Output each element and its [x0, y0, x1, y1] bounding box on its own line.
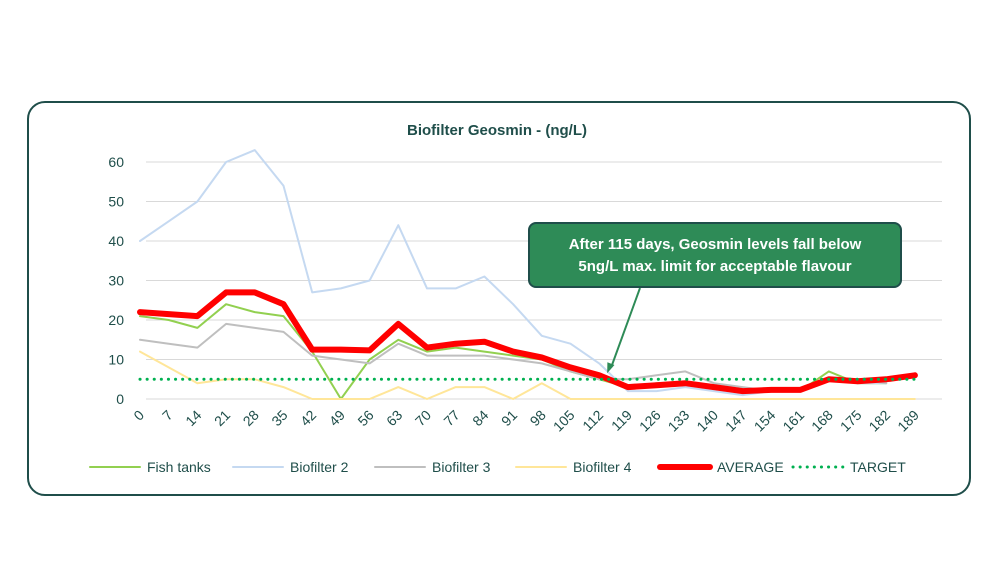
x-tick-label: 133 [665, 407, 693, 435]
callout-pointer-line [611, 288, 640, 367]
y-tick-label: 0 [116, 391, 124, 407]
x-tick-label: 49 [326, 407, 348, 429]
x-tick-label: 56 [354, 407, 376, 429]
callout-pointer [607, 288, 640, 373]
x-tick-label: 35 [268, 407, 290, 429]
legend-label: AVERAGE [717, 459, 784, 475]
x-tick-label: 42 [297, 407, 319, 429]
x-tick-label: 112 [579, 407, 606, 434]
x-tick-label: 98 [527, 407, 549, 429]
y-tick-label: 50 [108, 194, 124, 210]
x-tick-label: 7 [159, 407, 176, 424]
legend: Fish tanks Biofilter 2 Biofilter 3 Biofilte… [90, 459, 906, 475]
x-tick-label: 28 [240, 407, 262, 429]
x-tick-label: 91 [498, 407, 520, 429]
annotation-line-2: 5ng/L max. limit for acceptable flavour [530, 256, 900, 278]
x-tick-label: 105 [550, 407, 578, 435]
legend-label: Biofilter 4 [573, 459, 632, 475]
legend-label: TARGET [850, 459, 906, 475]
x-axis-ticks: 0 7 14 21 28 35 42 49 56 63 70 77 84 91 98 105 112 119 126… [130, 407, 922, 435]
legend-label: Fish tanks [147, 459, 211, 475]
x-tick-label: 154 [751, 407, 779, 435]
y-axis-ticks: 0 10 20 30 40 50 60 [108, 154, 124, 407]
x-tick-label: 140 [693, 407, 721, 435]
x-tick-label: 161 [779, 407, 807, 435]
annotation-callout: After 115 days, Geosmin levels fall belo… [528, 222, 902, 288]
x-tick-label: 0 [130, 407, 147, 424]
series-line-average [140, 292, 915, 391]
x-tick-label: 63 [383, 407, 405, 429]
y-tick-label: 30 [108, 273, 124, 289]
legend-label: Biofilter 3 [432, 459, 491, 475]
x-tick-label: 168 [808, 407, 836, 435]
x-tick-label: 84 [469, 407, 491, 429]
y-tick-label: 40 [108, 233, 124, 249]
x-tick-label: 126 [636, 407, 664, 435]
x-tick-label: 21 [211, 407, 233, 429]
x-tick-label: 147 [722, 407, 750, 435]
x-tick-label: 175 [837, 407, 865, 435]
y-tick-label: 60 [108, 154, 124, 170]
x-tick-label: 14 [182, 407, 204, 429]
x-tick-label: 119 [608, 407, 635, 434]
x-tick-label: 189 [894, 407, 922, 435]
legend-label: Biofilter 2 [290, 459, 349, 475]
x-tick-label: 77 [440, 407, 462, 429]
y-tick-label: 20 [108, 312, 124, 328]
x-tick-label: 70 [412, 407, 434, 429]
y-tick-label: 10 [108, 352, 124, 368]
annotation-line-1: After 115 days, Geosmin levels fall belo… [530, 234, 900, 256]
x-tick-label: 182 [865, 407, 893, 435]
chart-title: Biofilter Geosmin - (ng/L) [407, 122, 587, 139]
series-line-biofilter-3 [140, 324, 886, 391]
